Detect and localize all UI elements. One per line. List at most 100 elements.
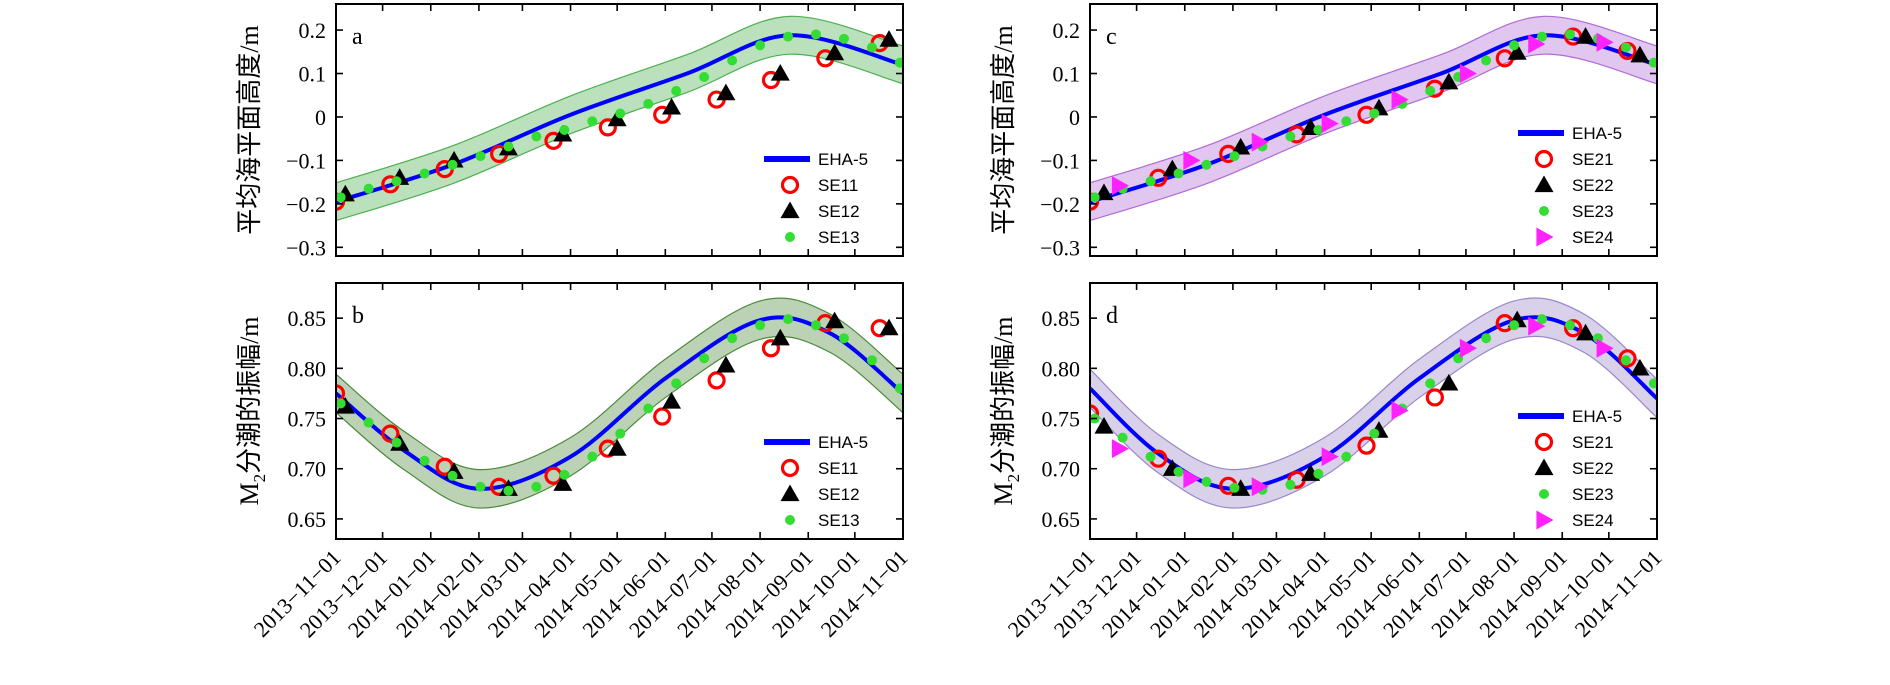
data-point <box>598 118 617 137</box>
legend-swatch <box>1534 149 1554 169</box>
data-point <box>1231 137 1251 155</box>
y-tick-label: 0.65 <box>1042 507 1081 532</box>
y-tick-label: −0.1 <box>286 148 326 173</box>
data-point <box>770 64 790 81</box>
legend-item: SE12 <box>780 484 860 504</box>
data-point <box>1183 150 1201 170</box>
data-point <box>1596 32 1614 52</box>
data-point <box>1229 151 1240 162</box>
data-point <box>1509 40 1520 51</box>
y-axis-label: M2分潮的振幅/m <box>989 316 1023 505</box>
data-point <box>783 31 794 42</box>
data-point <box>1439 72 1459 90</box>
data-point <box>1285 131 1296 142</box>
data-point <box>662 391 682 409</box>
y-tick-label: 0.75 <box>288 407 327 432</box>
data-point <box>1459 64 1477 84</box>
y-tick-label: 0.2 <box>299 18 327 43</box>
data-point <box>363 417 374 428</box>
data-point <box>1090 192 1100 211</box>
data-point <box>1439 373 1459 391</box>
data-point <box>1565 320 1576 331</box>
y-axis-label: 平均海平面高度/m <box>989 25 1018 234</box>
legend-swatch <box>1539 489 1549 499</box>
data-point <box>1201 476 1212 487</box>
data-point <box>1285 479 1296 490</box>
data-point <box>894 383 903 394</box>
data-point <box>1251 477 1269 497</box>
data-point <box>838 33 849 44</box>
series-SE23 <box>1090 29 1657 203</box>
data-point <box>1425 388 1444 407</box>
data-point <box>419 168 430 179</box>
data-point <box>1648 57 1657 68</box>
data-point <box>1391 400 1409 420</box>
data-point <box>1537 314 1548 325</box>
y-tick-label: 0.1 <box>299 62 327 87</box>
legend-label: EHA-5 <box>1572 407 1622 426</box>
legend-label: EHA-5 <box>818 150 868 169</box>
legend-swatch <box>1536 227 1554 247</box>
data-point <box>559 469 570 480</box>
legend-item: SE22 <box>1534 458 1614 478</box>
data-point <box>783 314 794 325</box>
series-SE24 <box>1111 32 1614 196</box>
uncertainty-band <box>1090 297 1657 509</box>
y-tick-label: 0 <box>315 105 326 130</box>
data-point <box>503 141 514 152</box>
uncertainty-band <box>1090 15 1657 222</box>
data-point <box>838 333 849 344</box>
legend-item: SE23 <box>1539 202 1614 221</box>
data-point <box>587 451 598 462</box>
panel-d: 0.85 0.80 0.75 0.70 0.65 M2分潮的振幅/m d EHA-5 SE21 S… <box>989 282 1667 642</box>
y-tick-label: 0.80 <box>1042 356 1081 381</box>
panel-label: d <box>1106 303 1118 329</box>
data-point <box>1620 42 1631 53</box>
data-point <box>866 355 877 366</box>
data-point <box>1321 113 1339 133</box>
legend: EHA-5 SE21 SE22 SE23 SE24 <box>1518 407 1622 530</box>
data-point <box>671 85 682 96</box>
panel-label: c <box>1106 24 1117 50</box>
data-point <box>643 98 654 109</box>
data-point <box>716 83 736 101</box>
legend-swatch <box>1539 206 1549 216</box>
data-point <box>811 320 822 331</box>
legend-item: EHA-5 <box>764 150 868 169</box>
data-point <box>699 71 710 82</box>
data-point <box>1201 159 1212 170</box>
legend-item: SE11 <box>780 458 858 478</box>
legend-item: SE21 <box>1534 432 1614 452</box>
legend-label: SE12 <box>818 202 860 221</box>
data-point <box>727 333 738 344</box>
data-point <box>1565 29 1576 40</box>
y-tick-label: 0.70 <box>288 457 327 482</box>
data-point <box>653 407 672 426</box>
data-point <box>1509 320 1520 331</box>
data-point <box>1576 27 1596 44</box>
y-tick-label: 0.65 <box>288 507 327 532</box>
data-point <box>755 320 766 331</box>
y-tick-label: 0.70 <box>1042 457 1081 482</box>
data-point <box>1313 125 1324 135</box>
legend-swatch <box>780 175 800 195</box>
y-tick-label: −0.3 <box>286 235 326 260</box>
data-point <box>1648 378 1657 389</box>
data-point <box>662 97 682 115</box>
legend-label: SE13 <box>818 511 860 530</box>
data-point <box>1481 55 1492 66</box>
legend-item: SE13 <box>785 511 860 530</box>
legend-label: SE11 <box>818 176 858 195</box>
panel-b: 0.85 0.80 0.75 0.70 0.65 M2分潮的振幅/m b EHA-5 SE11 S… <box>235 282 913 642</box>
data-point <box>503 485 514 496</box>
data-point <box>879 318 899 336</box>
legend-swatch <box>1536 510 1554 530</box>
y-tick-label: 0.85 <box>288 306 327 331</box>
legend-item: EHA-5 <box>1518 407 1622 426</box>
legend-swatch <box>785 232 795 242</box>
y-tick-label: 0.80 <box>288 356 327 381</box>
data-point <box>643 403 654 414</box>
data-point <box>1369 108 1380 119</box>
data-point <box>699 353 710 364</box>
